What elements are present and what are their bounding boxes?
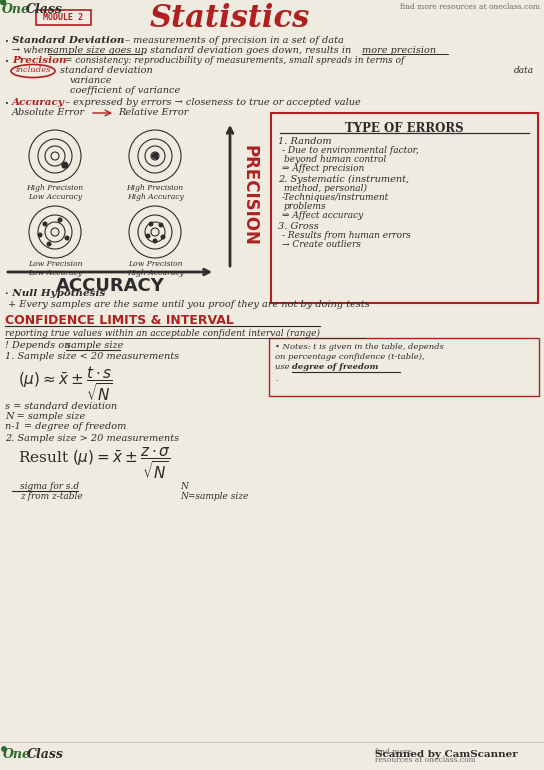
Text: sigma for s.d: sigma for s.d <box>20 482 79 491</box>
Text: High Precision
High Accuracy: High Precision High Accuracy <box>126 184 183 201</box>
Text: Relative Error: Relative Error <box>118 108 188 117</box>
Circle shape <box>63 164 67 168</box>
Text: beyond human control: beyond human control <box>284 155 386 164</box>
Text: sample size goes up: sample size goes up <box>48 46 147 55</box>
Text: use: use <box>275 363 292 371</box>
Circle shape <box>153 154 157 158</box>
Text: Absolute Error: Absolute Error <box>12 108 85 117</box>
Text: ACCURACY: ACCURACY <box>55 277 164 295</box>
Text: PRECISION: PRECISION <box>240 145 258 246</box>
Text: ! Depends on: ! Depends on <box>5 341 73 350</box>
Text: Statistics: Statistics <box>150 3 310 34</box>
Text: problems: problems <box>284 202 326 211</box>
Circle shape <box>65 236 69 239</box>
Text: Result $(\mu) = \bar{x} \pm \dfrac{z \cdot \sigma}{\sqrt{N}}$: Result $(\mu) = \bar{x} \pm \dfrac{z \cd… <box>18 445 171 480</box>
Text: Standard Deviation: Standard Deviation <box>12 36 125 45</box>
Text: - Due to environmental factor,: - Due to environmental factor, <box>282 146 419 155</box>
Circle shape <box>62 163 66 167</box>
Text: – measurements of precision in a set of data: – measurements of precision in a set of … <box>122 36 344 45</box>
Text: Accuracy: Accuracy <box>12 98 65 107</box>
Text: ·: · <box>5 36 13 47</box>
Text: more precision: more precision <box>362 46 436 55</box>
Circle shape <box>152 154 156 158</box>
Text: N: N <box>180 482 188 491</box>
Circle shape <box>1 0 5 5</box>
Text: Class: Class <box>26 3 63 16</box>
Text: One: One <box>3 748 31 761</box>
Circle shape <box>2 747 6 752</box>
Circle shape <box>161 235 165 239</box>
Text: -Techniques/instrument: -Techniques/instrument <box>282 193 390 202</box>
Text: Class: Class <box>27 748 64 761</box>
Text: ⇒ Affect accuracy: ⇒ Affect accuracy <box>282 211 363 220</box>
Circle shape <box>38 233 42 237</box>
Text: 2. Sample size > 20 measurements: 2. Sample size > 20 measurements <box>5 434 179 443</box>
Text: on percentage confidence (t-table),: on percentage confidence (t-table), <box>275 353 425 361</box>
Circle shape <box>153 153 157 157</box>
Text: ⇒ Affect precision: ⇒ Affect precision <box>282 164 364 173</box>
Circle shape <box>153 239 157 243</box>
Text: N = sample size: N = sample size <box>5 412 85 421</box>
Text: + Every samples are the same until you proof they are not by doing tests: + Every samples are the same until you p… <box>8 300 370 309</box>
Text: degree of freedom: degree of freedom <box>292 363 379 371</box>
Text: 3. Gross: 3. Gross <box>278 222 319 231</box>
Text: , standard deviation goes down, results in: , standard deviation goes down, results … <box>144 46 354 55</box>
Text: variance: variance <box>70 76 113 85</box>
Text: – expressed by errors → closeness to true or accepted value: – expressed by errors → closeness to tru… <box>62 98 361 107</box>
Circle shape <box>58 218 62 222</box>
Text: Low Precision
High Accuracy: Low Precision High Accuracy <box>127 260 183 277</box>
Circle shape <box>62 164 66 168</box>
Text: .: . <box>275 375 277 383</box>
Text: data: data <box>514 66 534 75</box>
Text: reporting true values within an acceptable confident interval (range): reporting true values within an acceptab… <box>5 329 320 338</box>
Text: standard deviation: standard deviation <box>60 66 153 75</box>
Circle shape <box>154 156 158 159</box>
Text: High Precision
Low Accuracy: High Precision Low Accuracy <box>27 184 84 201</box>
Text: sample size: sample size <box>66 341 123 350</box>
Text: One: One <box>2 3 30 16</box>
Text: 1. Sample size < 20 measurements: 1. Sample size < 20 measurements <box>5 352 179 361</box>
Text: N=sample size: N=sample size <box>180 492 249 501</box>
Circle shape <box>64 163 68 167</box>
Text: Scanned by CamScanner: Scanned by CamScanner <box>375 750 518 759</box>
Circle shape <box>149 223 153 226</box>
Circle shape <box>43 223 47 226</box>
Text: CONFIDENCE LIMITS & INTERVAL: CONFIDENCE LIMITS & INTERVAL <box>5 314 234 327</box>
Text: MODULE 2: MODULE 2 <box>43 14 83 22</box>
Text: s = standard deviation: s = standard deviation <box>5 402 117 411</box>
Text: 1. Random: 1. Random <box>278 137 332 146</box>
Circle shape <box>146 234 150 238</box>
Text: ·: · <box>5 98 13 109</box>
Text: • Notes: t is given in the table, depends: • Notes: t is given in the table, depend… <box>275 343 444 351</box>
Text: coefficient of variance: coefficient of variance <box>70 86 180 95</box>
Text: $(\mu) \approx \bar{x} \pm \dfrac{t \cdot s}{\sqrt{N}}$: $(\mu) \approx \bar{x} \pm \dfrac{t \cdo… <box>18 364 113 403</box>
Text: find more: find more <box>375 748 412 756</box>
Text: z from z-table: z from z-table <box>20 492 83 501</box>
Text: → when: → when <box>12 46 53 55</box>
Text: Low Precision
Low Accuracy: Low Precision Low Accuracy <box>28 260 82 277</box>
Text: Precision: Precision <box>12 56 66 65</box>
Text: · Null Hypothesis: · Null Hypothesis <box>5 289 106 298</box>
Circle shape <box>63 162 67 166</box>
Text: n-1 = degree of freedom: n-1 = degree of freedom <box>5 422 126 431</box>
Text: ·: · <box>5 56 13 67</box>
Text: method, personal): method, personal) <box>284 184 367 193</box>
Text: find more resources at oneclass.com: find more resources at oneclass.com <box>400 3 540 11</box>
Circle shape <box>159 223 163 227</box>
Circle shape <box>154 153 158 157</box>
Text: TYPE OF ERRORS: TYPE OF ERRORS <box>345 122 464 135</box>
Text: 2. Systematic (instrument,: 2. Systematic (instrument, <box>278 175 409 184</box>
Text: → Create outliers: → Create outliers <box>282 240 361 249</box>
Text: = consistency: reproducibility of measurements, small spreads in terms of: = consistency: reproducibility of measur… <box>62 56 404 65</box>
Text: includes: includes <box>15 66 51 74</box>
Text: - Results from human errors: - Results from human errors <box>282 231 411 240</box>
Text: resources at oneclass.com: resources at oneclass.com <box>375 756 476 764</box>
Circle shape <box>47 243 51 246</box>
